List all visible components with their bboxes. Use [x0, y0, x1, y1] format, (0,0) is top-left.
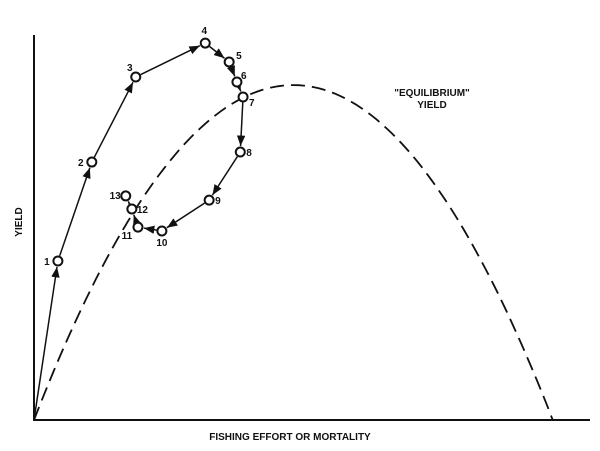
point-label-8: 8 [246, 148, 252, 159]
trajectory-arrow [33, 266, 60, 421]
trajectory-arrow [133, 214, 142, 226]
y-axis-label: YIELD [14, 207, 25, 236]
data-point-13 [120, 190, 132, 202]
data-point-10 [156, 225, 168, 237]
trajectory-arrow [93, 81, 134, 158]
point-label-5: 5 [236, 51, 242, 62]
data-point-3 [130, 71, 142, 83]
trajectory-arrow [236, 102, 246, 147]
point-label-3: 3 [127, 63, 133, 74]
point-label-7: 7 [249, 98, 255, 109]
trajectory-arrow [227, 65, 236, 77]
point-label-11: 11 [122, 231, 133, 242]
trajectory-arrow [166, 202, 205, 229]
point-label-4: 4 [201, 26, 207, 37]
data-point-12 [126, 203, 138, 215]
x-axis-label: FISHING EFFORT OR MORTALITY [209, 432, 371, 443]
point-label-10: 10 [156, 238, 168, 249]
curve-label-line1: "EQUILIBRIUM" [394, 88, 470, 99]
point-label-1: 1 [44, 257, 50, 268]
data-point-7 [237, 91, 249, 103]
data-point-8 [234, 146, 246, 158]
data-point-1 [52, 255, 64, 267]
trajectory-arrow [58, 167, 91, 257]
point-label-13: 13 [110, 191, 122, 202]
data-point-6 [231, 76, 243, 88]
trajectory-arrow [127, 201, 137, 213]
data-point-11 [132, 221, 144, 233]
trajectory-arrow [143, 225, 157, 234]
trajectory-arrow [140, 45, 201, 76]
point-label-2: 2 [78, 158, 84, 169]
trajectory-arrow [232, 80, 242, 92]
point-label-12: 12 [137, 205, 149, 216]
data-point-2 [86, 156, 98, 168]
point-label-6: 6 [241, 71, 247, 82]
data-point-5 [223, 56, 235, 68]
data-point-4 [199, 37, 211, 49]
trajectory-arrow [209, 45, 225, 59]
point-label-9: 9 [215, 196, 221, 207]
curve-label-line2: YIELD [417, 100, 446, 111]
trajectory-arrow [211, 156, 238, 196]
data-point-9 [203, 194, 215, 206]
equilibrium-yield-curve [33, 84, 554, 421]
